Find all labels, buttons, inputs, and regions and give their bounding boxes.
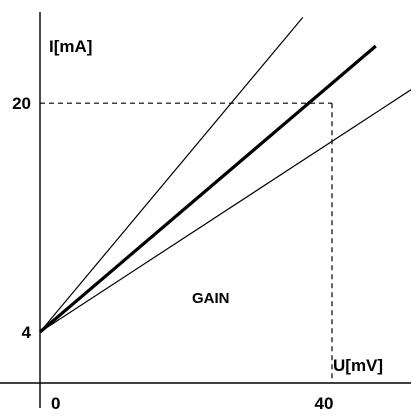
x-tick-label-0: 0 (51, 394, 60, 413)
series-line-1 (39, 17, 304, 333)
x-tick-labels: 0 40 (51, 394, 333, 413)
series-group (38, 17, 411, 334)
y-tick-label-20: 20 (12, 94, 31, 113)
series-line-2 (38, 44, 377, 334)
y-tick-labels: 4 20 (12, 94, 31, 342)
x-tick-label-40: 40 (315, 394, 334, 413)
series-line-3 (39, 89, 411, 333)
y-tick-label-4: 4 (22, 323, 32, 342)
x-axis-label: U[mV] (333, 356, 383, 375)
y-axis-label: I[mA] (49, 37, 92, 56)
gain-annotation: GAIN (192, 290, 230, 307)
